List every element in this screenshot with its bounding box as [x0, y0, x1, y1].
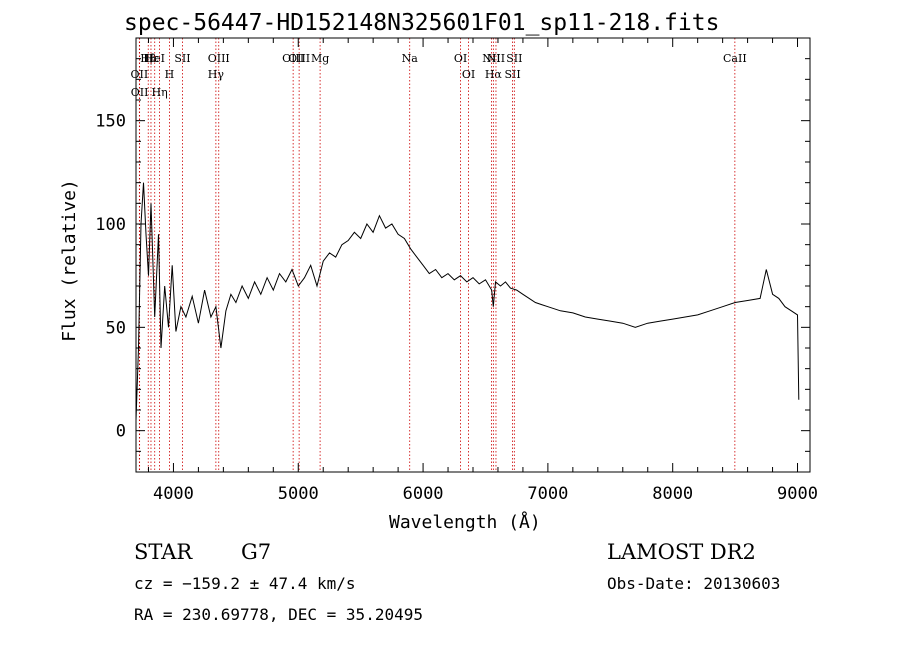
spectrum-line: [135, 182, 800, 421]
line-marker-label: NII: [487, 52, 505, 65]
line-marker-label: OIII: [282, 52, 304, 65]
coords-label: RA = 230.69778, DEC = 35.20495: [134, 605, 423, 624]
y-tick-label: 150: [95, 112, 126, 132]
line-marker-label: Hγ: [208, 68, 225, 81]
x-tick-label: 6000: [403, 484, 444, 504]
line-marker-label: SII: [504, 68, 520, 81]
y-axis-label: Flux (relative): [58, 179, 80, 342]
spectrum-series: [135, 182, 800, 421]
cz-label: cz = −159.2 ± 47.4 km/s: [134, 574, 356, 593]
class-label: STAR: [134, 540, 193, 564]
plot-frame: [135, 37, 811, 473]
line-marker-label: Mg: [311, 52, 329, 65]
y-tick-label: 50: [106, 318, 126, 338]
subclass-label: G7: [241, 540, 272, 564]
line-marker-label: OII: [131, 86, 149, 99]
line-marker-label: OIII: [288, 52, 310, 65]
line-marker-label: Hα: [485, 68, 503, 81]
line-marker-label: SII: [174, 52, 190, 65]
line-marker-label: H: [165, 68, 175, 81]
line-marker-label: HeI: [144, 52, 164, 65]
axis-labels: 4000 5000 6000 7000 8000 9000 0 50 100 150: [95, 112, 818, 504]
line-marker-label: Hη: [151, 86, 167, 99]
x-tick-label: 9000: [777, 484, 818, 504]
survey-label: LAMOST DR2: [607, 540, 756, 564]
y-tick-label: 0: [116, 422, 126, 442]
line-marker-label: OIII: [208, 52, 230, 65]
chart-title: spec-56447-HD152148N325601F01_sp11-218.f…: [124, 10, 720, 36]
x-tick-label: 5000: [278, 484, 319, 504]
x-axis-label: Wavelength (Å): [389, 512, 541, 533]
line-marker-label: OI: [462, 68, 475, 81]
line-marker-label: Hε: [143, 52, 159, 65]
line-marker-label: SII: [506, 52, 522, 65]
x-tick-label: 8000: [652, 484, 693, 504]
y-tick-label: 100: [95, 215, 126, 235]
line-marker-label: CaII: [723, 52, 747, 65]
x-tick-label: 4000: [153, 484, 194, 504]
line-marker-label: Hβ: [140, 52, 156, 65]
line-marker-label: NII: [482, 52, 500, 65]
line-marker-label: Na: [402, 52, 419, 65]
obs-date-label: Obs-Date: 20130603: [607, 574, 781, 593]
axes: [135, 37, 811, 473]
x-tick-label: 7000: [527, 484, 568, 504]
line-marker-label: OI: [454, 52, 467, 65]
